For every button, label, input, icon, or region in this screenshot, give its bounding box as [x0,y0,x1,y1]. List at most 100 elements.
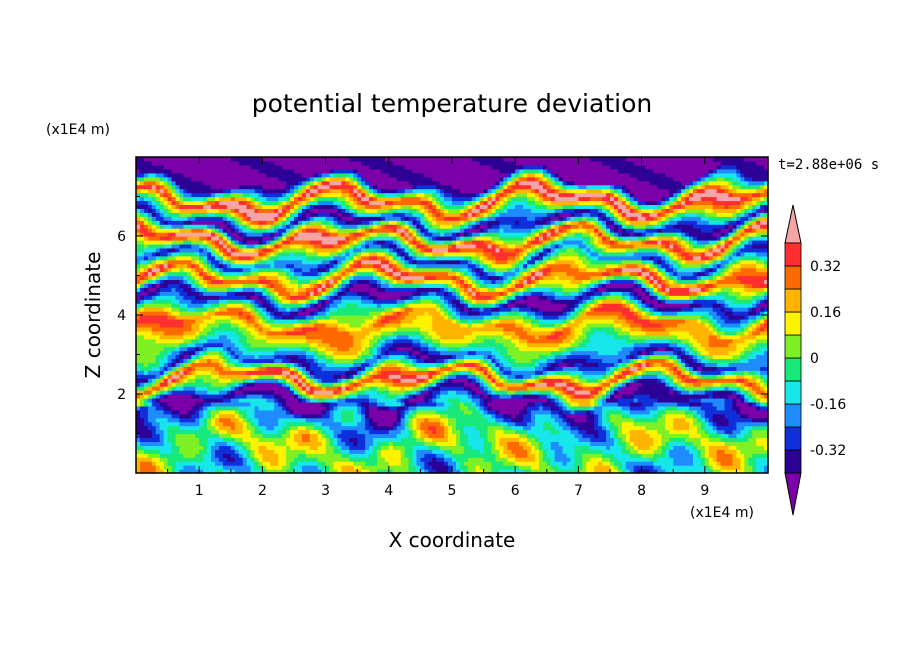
field-cell [325,429,331,435]
field-cell [179,445,184,450]
field-cell [554,409,560,415]
field-cell [290,405,295,411]
field-cell [692,469,698,474]
field-cell [175,346,181,352]
field-cell [519,405,524,411]
field-cell [574,390,579,395]
field-cell [756,433,761,439]
field-cell [764,409,769,415]
field-cell [452,401,457,407]
field-cell [629,465,635,470]
field-cell [274,461,279,466]
field-cell [218,401,224,407]
field-cell [661,374,666,379]
field-cell [681,465,686,470]
field-cell [764,433,769,439]
field-cell [720,405,726,411]
field-cell [195,354,200,360]
field-cell [369,461,374,466]
field-cell [270,397,275,403]
field-cell [558,382,564,387]
field-cell [744,461,749,466]
field-cell [215,397,220,403]
field-cell [637,386,643,391]
field-cell [637,437,643,442]
field-cell [254,445,260,450]
field-cell [274,401,279,407]
field-cell [459,437,465,442]
field-cell [380,394,386,399]
field-cell [175,362,181,367]
field-cell [602,425,607,431]
field-cell [301,362,307,367]
field-cell [748,457,753,462]
field-cell [369,449,374,454]
field-cell [258,457,263,462]
field-cell [329,394,335,399]
field-cell [226,405,232,411]
field-cell [305,397,311,403]
field-cell [270,378,275,383]
field-cell [226,425,232,431]
field-cell [653,441,658,446]
field-cell [396,413,402,419]
field-cell [696,374,702,379]
field-cell [736,358,741,363]
field-cell [661,413,666,419]
field-cell [183,397,188,403]
field-cell [645,449,651,454]
field-cell [617,374,623,379]
field-cell [167,429,173,435]
field-cell [483,358,489,363]
field-cell [645,362,651,367]
field-cell [558,457,564,462]
field-cell [633,469,639,474]
field-cell [274,425,279,431]
field-cell [712,350,718,356]
field-cell [428,366,433,371]
field-cell [207,413,212,419]
field-cell [305,433,311,439]
field-cell [645,461,651,466]
field-cell [696,449,702,454]
field-cell [487,405,493,411]
field-cell [183,354,188,360]
field-cell [708,417,714,423]
field-cell [495,449,500,454]
field-cell [574,382,579,387]
field-cell [732,405,737,411]
field-cell [649,433,655,439]
field-cell [199,390,204,395]
field-cell [230,362,236,367]
field-cell [692,421,698,427]
field-cell [440,449,445,454]
field-cell [392,386,398,391]
field-cell [195,429,200,435]
field-cell [542,378,548,383]
field-cell [424,433,429,439]
field-cell [459,362,465,367]
field-cell [250,358,256,363]
field-cell [479,429,485,435]
field-cell [369,417,374,423]
field-cell [179,421,184,427]
field-cell [230,401,236,407]
field-cell [649,425,655,431]
field-cell [598,366,603,371]
field-cell [594,354,599,360]
field-cell [507,382,512,387]
field-cell [147,374,153,379]
field-cell [416,441,421,446]
field-cell [617,378,623,383]
field-cell [444,409,449,415]
field-cell [704,405,710,411]
field-cell [329,374,335,379]
field-cell [689,421,694,427]
field-cell [337,469,342,474]
field-cell [637,413,643,419]
field-cell [373,370,378,375]
field-cell [602,409,607,415]
field-cell [294,457,299,462]
field-cell [183,346,188,352]
field-cell [582,417,587,423]
